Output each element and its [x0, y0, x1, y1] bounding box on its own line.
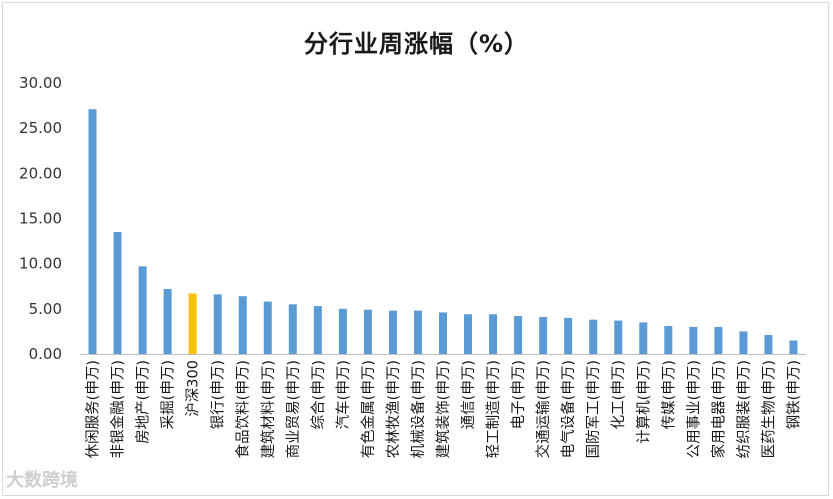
y-tick-label: 25.00: [19, 119, 62, 137]
category-label: 房地产(申万): [135, 360, 152, 444]
y-tick-label: 0.00: [29, 345, 62, 363]
category-label: 采掘(申万): [160, 360, 177, 429]
category-label: 综合(申万): [310, 360, 327, 429]
category-label: 轻工制造(申万): [485, 360, 502, 458]
bar: [88, 109, 97, 355]
bar: [564, 317, 573, 354]
category-label: 农林牧渔(申万): [385, 360, 402, 458]
category-label: 沪深300: [185, 360, 202, 417]
y-tick-label: 20.00: [19, 164, 62, 182]
category-label: 非银金融(申万): [110, 360, 127, 458]
bar: [439, 312, 447, 354]
category-label: 电子(申万): [510, 360, 527, 429]
category-label: 国防军工(申万): [585, 360, 602, 458]
bar: [263, 301, 272, 354]
y-tick-label: 30.00: [19, 74, 62, 92]
bar: [288, 304, 297, 354]
category-label: 建筑材料(申万): [260, 360, 277, 458]
category-label: 钢铁(申万): [785, 360, 802, 429]
bar: [489, 314, 498, 354]
y-tick-label: 10.00: [19, 255, 62, 273]
bar: [539, 316, 548, 354]
bar: [163, 288, 172, 354]
category-label: 休闲服务(申万): [85, 360, 102, 458]
category-label: 食品饮料(申万): [235, 360, 252, 458]
category-label: 银行(申万): [210, 360, 227, 429]
category-label: 医药生物(申万): [760, 360, 777, 458]
y-tick-label: 15.00: [19, 210, 62, 228]
category-label: 公用事业(申万): [685, 360, 702, 458]
category-label: 建筑装饰(申万): [435, 360, 452, 458]
bar: [388, 310, 397, 354]
bar: [789, 340, 798, 354]
bar: [739, 331, 748, 354]
bar: [764, 335, 773, 354]
category-label: 机械设备(申万): [410, 360, 427, 458]
bar: [238, 296, 247, 354]
category-label: 纺织服装(申万): [735, 360, 752, 458]
category-label: 家用电器(申万): [710, 360, 727, 458]
bar: [363, 309, 372, 354]
bar: [213, 294, 222, 354]
bar: [313, 306, 322, 354]
category-label: 有色金属(申万): [360, 360, 377, 458]
category-label: 传媒(申万): [660, 360, 677, 429]
bar: [639, 322, 648, 354]
bar: [338, 308, 347, 354]
category-label: 化工(申万): [610, 360, 627, 429]
category-label: 电气设备(申万): [560, 360, 577, 458]
bar: [514, 316, 523, 354]
bar: [664, 325, 673, 354]
bar: [589, 319, 598, 354]
bar: [413, 310, 422, 354]
bar: [464, 314, 473, 354]
bar: [113, 232, 122, 354]
chart-title: 分行业周涨幅（%）: [303, 30, 530, 58]
category-label: 交通运输(申万): [534, 360, 552, 458]
watermark: 大数跨境: [6, 470, 78, 491]
category-label: 商业贸易(申万): [285, 360, 302, 458]
category-label: 计算机(申万): [635, 360, 652, 444]
category-label: 汽车(申万): [335, 360, 352, 429]
bar: [714, 326, 723, 354]
y-tick-label: 5.00: [29, 300, 62, 318]
bar: [614, 320, 623, 354]
bar: [188, 293, 197, 354]
bar: [138, 266, 147, 354]
category-label: 通信(申万): [460, 360, 477, 429]
bar: [689, 326, 698, 354]
